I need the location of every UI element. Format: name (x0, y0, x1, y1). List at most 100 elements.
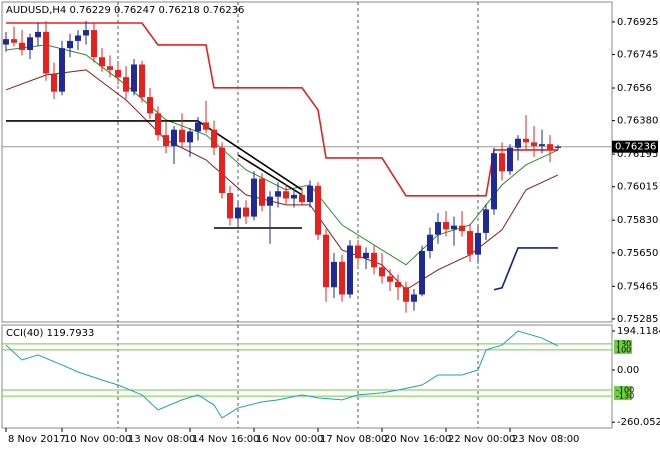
candle-body (275, 191, 281, 197)
candle-body (11, 39, 17, 43)
candle-body (195, 122, 201, 132)
candle-body (411, 294, 417, 302)
candle-body (27, 37, 33, 50)
level-label: 130 (616, 339, 631, 348)
candle-body (387, 276, 393, 282)
candle-body (3, 39, 9, 45)
candle-body (427, 234, 433, 252)
candle-body (75, 35, 81, 41)
y-tick-label: 0.75465 (617, 281, 658, 292)
candle-body (403, 287, 409, 302)
candle-body (123, 77, 129, 92)
candle-body (299, 194, 305, 203)
y-tick-label: 0.75830 (617, 215, 658, 226)
candle-body (219, 147, 225, 194)
chart-title: AUDUSD,H4 0.76229 0.76247 0.76218 0.7623… (6, 5, 244, 16)
candle-body (291, 194, 297, 199)
candle-body (395, 281, 401, 288)
x-tick-label: 22 Nov 00:00 (448, 434, 515, 445)
candle-body (323, 234, 329, 288)
candle-body (235, 207, 241, 219)
candle-body (547, 144, 553, 150)
candle-body (59, 48, 65, 92)
candle-body (531, 142, 537, 146)
candle-body (179, 129, 185, 143)
candle-body (227, 193, 233, 219)
candle-body (467, 231, 473, 255)
indicator-line (5, 44, 559, 266)
candle-body (435, 222, 441, 235)
candle-body (483, 209, 489, 233)
candle-body (419, 251, 425, 295)
candle-body (355, 245, 361, 259)
y-tick-label: 0.76745 (617, 50, 658, 61)
candle-body (315, 185, 321, 235)
candle-body (91, 30, 97, 58)
candle-body (83, 30, 89, 36)
x-tick-label: 8 Nov 2017 (8, 434, 66, 445)
level-box (614, 392, 632, 401)
candle-body (307, 185, 313, 203)
candle-body (203, 122, 209, 130)
indicator-line (5, 330, 559, 419)
candle-body (147, 97, 153, 114)
y-tick-label: 0.76380 (617, 116, 658, 127)
level-label: 100 (616, 345, 631, 354)
candle-body (443, 222, 449, 230)
cci-title: CCI(40) 119.7933 (6, 328, 94, 339)
candle-body (451, 225, 457, 230)
y-tick-label: 0.76015 (617, 182, 658, 193)
candle-body (171, 129, 177, 146)
cci-panel (1, 324, 613, 429)
candle-body (555, 146, 561, 148)
indicator-line (6, 22, 558, 197)
level-box (614, 339, 632, 348)
level-box (614, 345, 632, 354)
candle-body (491, 153, 497, 210)
x-tick-label: 10 Nov 00:00 (64, 434, 131, 445)
y-tick-label: -260.0525 (617, 417, 660, 428)
candle-body (67, 40, 73, 49)
candle-body (243, 207, 249, 217)
candle-body (331, 261, 337, 288)
candle-body (259, 178, 265, 206)
y-tick-label: 0.00 (617, 365, 639, 376)
candle-body (363, 252, 369, 259)
y-tick-label: 194.1184 (617, 326, 660, 337)
x-tick-label: 20 Nov 16:00 (384, 434, 451, 445)
indicator-line (493, 247, 558, 291)
candle-body (283, 191, 289, 199)
indicator-line (5, 69, 559, 291)
y-tick-label: 0.76925 (617, 17, 658, 28)
x-tick-label: 14 Nov 16:00 (192, 434, 259, 445)
x-tick-label: 17 Nov 08:00 (320, 434, 387, 445)
candle-body (155, 113, 161, 136)
y-tick-label: 0.75285 (617, 314, 658, 325)
main-panel (1, 1, 613, 323)
last-price-label: 0.76236 (615, 142, 656, 153)
candle-body (475, 232, 481, 255)
candle-body (51, 73, 57, 92)
level-label: -130 (616, 392, 634, 401)
level-label: -100 (616, 386, 634, 395)
candle-body (99, 57, 105, 67)
y-tick-label: 0.76195 (617, 149, 658, 160)
y-tick-label: 0.7656 (617, 83, 652, 94)
candle-body (339, 261, 345, 295)
candle-body (107, 66, 113, 70)
candle-body (459, 225, 465, 232)
candle-body (131, 64, 137, 92)
candle-body (43, 31, 49, 74)
y-tick-label: 0.75650 (617, 248, 658, 259)
candle-body (539, 144, 545, 146)
candle-body (523, 138, 529, 143)
x-tick-label: 23 Nov 08:00 (512, 434, 579, 445)
candle-body (187, 131, 193, 143)
candle-body (35, 31, 41, 38)
indicator-line (237, 154, 303, 196)
candle-body (251, 178, 257, 217)
x-tick-label: 16 Nov 00:00 (256, 434, 323, 445)
candle-body (211, 129, 217, 148)
candle-body (371, 252, 377, 268)
